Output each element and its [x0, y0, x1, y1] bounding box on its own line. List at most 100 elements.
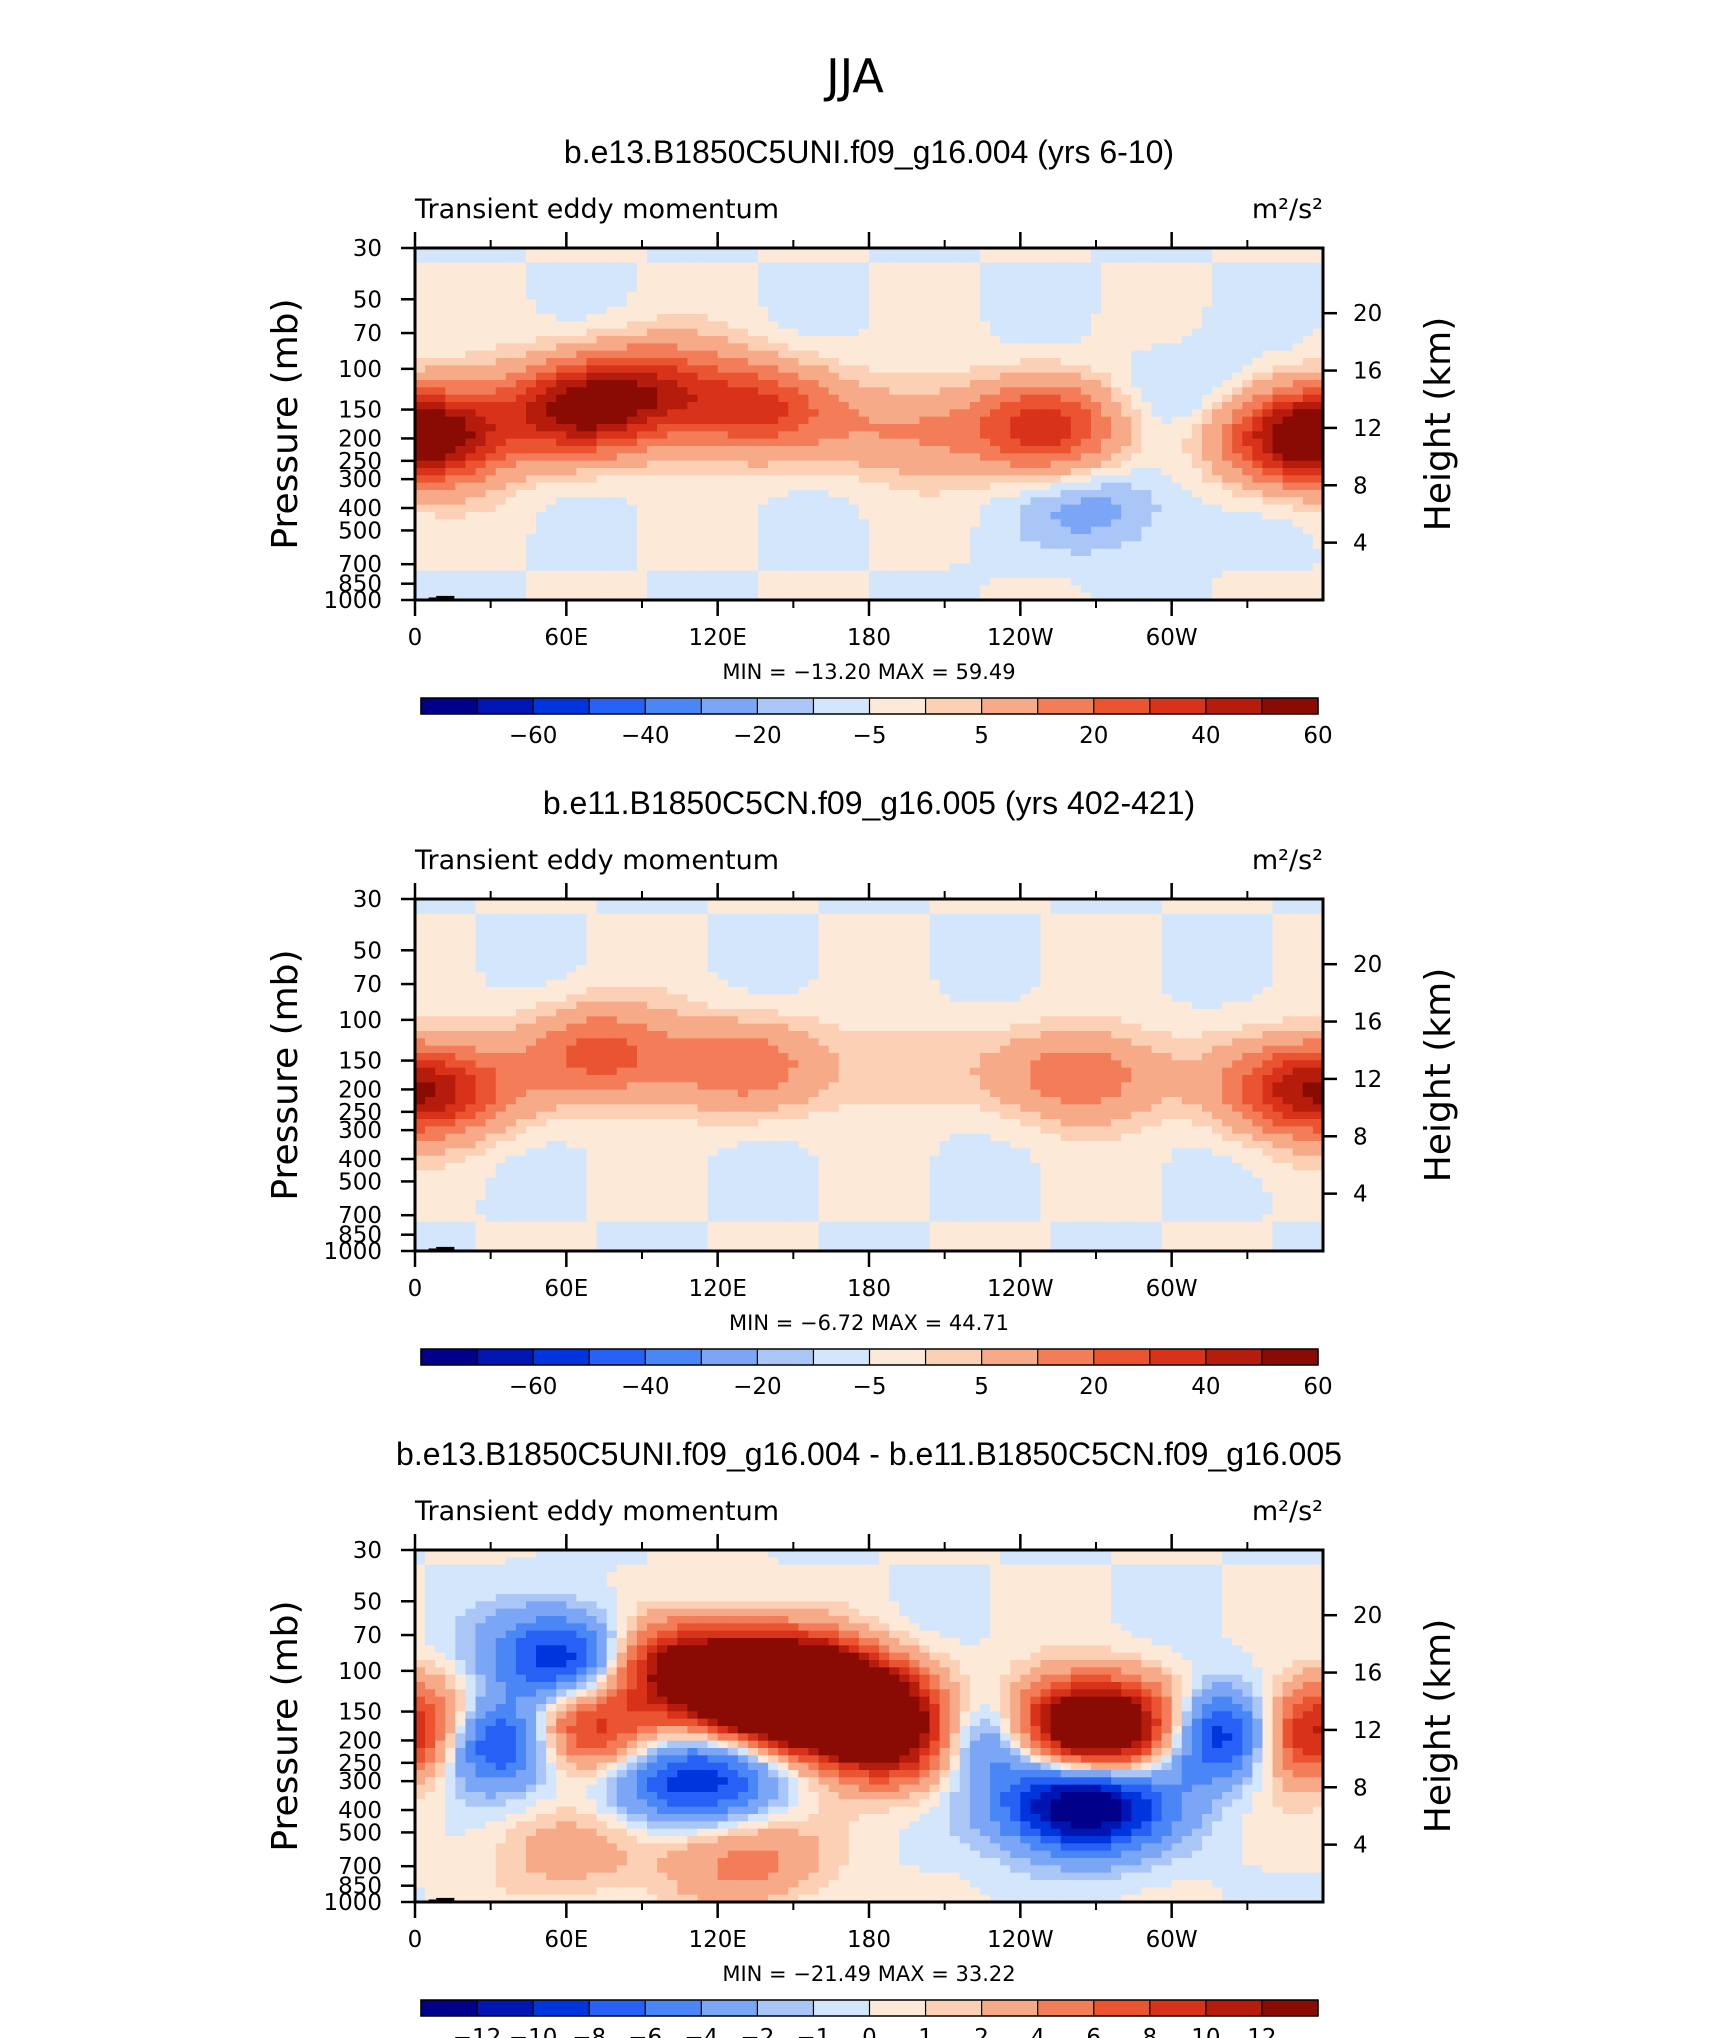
field-cell: [1121, 292, 1132, 300]
field-cell: [858, 906, 870, 915]
field-cell: [1000, 292, 1011, 300]
field-cell: [1222, 416, 1233, 425]
field-cell: [505, 519, 517, 528]
field-cell: [525, 453, 537, 462]
field-cell: [1121, 270, 1132, 278]
field-cell: [1242, 921, 1253, 929]
field-cell: [959, 482, 971, 491]
field-cell: [828, 314, 840, 322]
field-cell: [808, 350, 820, 359]
field-cell: [1312, 438, 1324, 447]
field-cell: [616, 321, 628, 330]
field-cell: [1201, 292, 1213, 300]
field-cell: [990, 394, 1001, 403]
field-cell: [1080, 453, 1092, 462]
field-cell: [515, 409, 527, 418]
field-cell: [647, 343, 658, 352]
field-cell: [929, 438, 941, 447]
field-cell: [778, 328, 789, 337]
field-cell: [1161, 578, 1173, 586]
field-cell: [1080, 358, 1092, 366]
field-cell: [1181, 372, 1193, 381]
field-cell: [1030, 490, 1042, 498]
field-cell: [828, 416, 840, 425]
field-cell: [687, 424, 699, 432]
field-cell: [445, 899, 456, 907]
field-cell: [677, 394, 688, 403]
field-cell: [515, 402, 527, 410]
field-cell: [596, 460, 608, 469]
field-cell: [586, 328, 598, 337]
field-cell: [1201, 526, 1213, 535]
field-cell: [1232, 534, 1243, 542]
field-cell: [1212, 328, 1223, 337]
field-cell: [879, 928, 890, 937]
field-cell: [828, 899, 840, 907]
field-cell: [1000, 578, 1011, 586]
field-cell: [1201, 387, 1213, 396]
field-cell: [768, 585, 779, 594]
field-cell: [1060, 431, 1072, 440]
field-cell: [1262, 490, 1274, 498]
field-cell: [1020, 453, 1032, 462]
field-cell: [909, 438, 921, 447]
field-cell: [415, 497, 426, 506]
field-cell: [737, 299, 749, 308]
field-cell: [546, 387, 557, 396]
field-cell: [465, 446, 477, 454]
field-cell: [1050, 899, 1062, 907]
field-cell: [1030, 497, 1042, 506]
field-cell: [818, 262, 830, 271]
field-cell: [959, 585, 971, 594]
field-cell: [1262, 563, 1274, 572]
field-cell: [798, 497, 810, 506]
field-cell: [979, 497, 991, 506]
field-cell: [566, 504, 578, 513]
panel-1: b.e13.B1850C5UNI.f09_g16.004 (yrs 6-10)T…: [265, 134, 1459, 749]
field-cell: [465, 585, 477, 594]
field-cell: [1191, 504, 1203, 513]
field-cell: [1312, 556, 1324, 564]
field-cell: [455, 394, 467, 403]
field-cell: [1040, 556, 1052, 564]
field-cell: [415, 409, 426, 418]
field-cell: [1141, 585, 1153, 594]
field-cell: [747, 306, 759, 315]
field-cell: [1101, 556, 1112, 564]
field-cell: [1161, 365, 1173, 374]
field-cell: [869, 394, 880, 403]
field-cell: [1292, 512, 1304, 520]
field-cell: [626, 336, 638, 344]
field-cell: [1191, 336, 1203, 344]
field-cell: [1050, 284, 1062, 293]
field-cell: [1191, 541, 1203, 550]
field-cell: [1312, 336, 1324, 344]
field-cell: [536, 372, 547, 381]
field-cell: [717, 387, 729, 396]
field-cell: [586, 490, 598, 498]
field-cell: [1282, 409, 1294, 418]
field-cell: [576, 248, 588, 256]
field-cell: [858, 541, 870, 550]
field-cell: [1111, 526, 1122, 535]
field-cell: [1262, 928, 1274, 937]
field-cell: [1010, 468, 1021, 476]
field-cell: [455, 416, 467, 425]
field-cell: [979, 358, 991, 366]
field-cell: [495, 402, 507, 410]
field-cell: [1242, 277, 1253, 286]
field-cell: [465, 424, 477, 432]
field-cell: [929, 913, 941, 922]
field-cell: [1282, 899, 1294, 907]
field-cell: [838, 314, 850, 322]
field-cell: [546, 350, 557, 359]
field-cell: [737, 255, 749, 264]
field-cell: [939, 438, 951, 447]
field-cell: [1050, 548, 1062, 557]
field-cell: [566, 906, 578, 915]
field-cell: [505, 299, 517, 308]
field-cell: [798, 299, 810, 308]
field-cell: [969, 350, 981, 359]
field-cell: [525, 913, 537, 922]
field-cell: [929, 380, 941, 388]
